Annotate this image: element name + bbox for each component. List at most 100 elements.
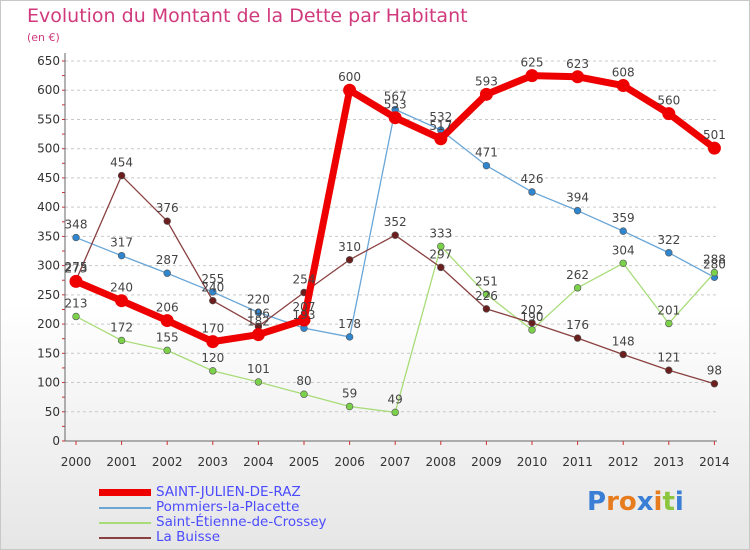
data-point-saint-julien-de-raz bbox=[662, 107, 676, 121]
data-label-pommiers-la-placette: 317 bbox=[110, 236, 133, 250]
x-tick-label: 2009 bbox=[471, 455, 502, 469]
data-label-saint-julien-de-raz: 273 bbox=[65, 261, 88, 275]
data-point-saint-tienne-de-crossey bbox=[665, 319, 673, 328]
data-point-saint-tienne-de-crossey bbox=[391, 408, 399, 417]
data-point-saint-julien-de-raz bbox=[206, 335, 220, 349]
data-point-pommiers-la-placette bbox=[254, 308, 263, 317]
data-point-la-buisse bbox=[163, 217, 171, 225]
x-tick-label: 2006 bbox=[334, 455, 365, 469]
x-tick-label: 2007 bbox=[380, 455, 411, 469]
legend-swatch bbox=[99, 537, 151, 539]
data-label-saint-tienne-de-crossey: 172 bbox=[110, 320, 133, 334]
data-point-pommiers-la-placette bbox=[528, 188, 536, 196]
data-point-la-buisse bbox=[710, 380, 719, 388]
logo-letter: x bbox=[636, 487, 654, 517]
data-point-pommiers-la-placette bbox=[665, 249, 673, 257]
x-tick-label: 2004 bbox=[243, 455, 274, 469]
y-tick-label: 400 bbox=[37, 200, 60, 214]
data-label-pommiers-la-placette: 348 bbox=[65, 218, 88, 232]
x-tick-label: 2012 bbox=[608, 455, 639, 469]
data-label-saint-tienne-de-crossey: 213 bbox=[65, 296, 88, 310]
data-point-pommiers-la-placette bbox=[117, 251, 126, 260]
data-label-la-buisse: 240 bbox=[201, 281, 224, 295]
data-label-saint-tienne-de-crossey: 101 bbox=[247, 362, 270, 376]
data-point-pommiers-la-placette bbox=[345, 333, 354, 341]
data-label-pommiers-la-placette: 394 bbox=[566, 191, 589, 205]
data-point-pommiers-la-placette bbox=[573, 206, 582, 215]
data-label-la-buisse: 376 bbox=[156, 201, 179, 215]
data-point-saint-julien-de-raz bbox=[297, 313, 311, 327]
data-point-saint-tienne-de-crossey bbox=[345, 402, 354, 411]
data-point-saint-tienne-de-crossey bbox=[437, 242, 445, 251]
data-point-la-buisse bbox=[209, 296, 217, 305]
data-label-la-buisse: 254 bbox=[293, 273, 316, 287]
legend-label: La Buisse bbox=[156, 529, 221, 545]
y-tick-label: 550 bbox=[37, 112, 60, 126]
data-point-pommiers-la-placette bbox=[163, 269, 171, 277]
legend-label: SAINT-JULIEN-DE-RAZ bbox=[156, 484, 301, 500]
data-point-saint-julien-de-raz bbox=[616, 79, 630, 93]
y-tick-label: 200 bbox=[37, 317, 60, 331]
data-point-saint-tienne-de-crossey bbox=[619, 259, 627, 267]
data-point-saint-julien-de-raz bbox=[69, 274, 83, 288]
y-tick-label: 450 bbox=[37, 171, 60, 185]
x-tick-label: 2010 bbox=[517, 455, 548, 469]
data-label-la-buisse: 454 bbox=[110, 156, 133, 170]
chart-title: Evolution du Montant de la Dette par Hab… bbox=[27, 5, 468, 27]
data-label-la-buisse: 202 bbox=[521, 303, 544, 317]
x-tick-label: 2008 bbox=[426, 455, 457, 469]
data-label-saint-julien-de-raz: 240 bbox=[110, 281, 133, 295]
data-point-pommiers-la-placette bbox=[72, 233, 80, 242]
data-label-saint-julien-de-raz: 600 bbox=[338, 70, 361, 84]
data-label-la-buisse: 176 bbox=[566, 318, 589, 332]
proxiti-logo: Proxiti bbox=[587, 487, 684, 517]
data-label-la-buisse: 196 bbox=[247, 306, 270, 320]
y-tick-label: 50 bbox=[45, 405, 60, 419]
data-label-pommiers-la-placette: 193 bbox=[293, 308, 316, 322]
data-point-saint-julien-de-raz bbox=[160, 314, 174, 328]
data-label-saint-julien-de-raz: 623 bbox=[566, 57, 589, 71]
x-tick-label: 2003 bbox=[198, 455, 229, 469]
data-point-saint-tienne-de-crossey bbox=[710, 268, 719, 277]
data-label-saint-julien-de-raz: 206 bbox=[156, 301, 179, 315]
data-point-la-buisse bbox=[665, 366, 673, 374]
data-label-la-buisse: 310 bbox=[338, 240, 361, 254]
data-label-la-buisse: 297 bbox=[429, 247, 452, 261]
data-point-la-buisse bbox=[391, 231, 399, 239]
data-label-saint-tienne-de-crossey: 190 bbox=[521, 310, 544, 324]
data-label-saint-julien-de-raz: 553 bbox=[384, 98, 407, 112]
data-point-saint-tienne-de-crossey bbox=[163, 346, 171, 355]
data-label-saint-julien-de-raz: 170 bbox=[201, 322, 224, 336]
legend-swatch bbox=[99, 522, 151, 524]
data-point-saint-julien-de-raz bbox=[343, 83, 357, 97]
data-point-saint-tienne-de-crossey bbox=[209, 367, 217, 375]
logo-letter: t bbox=[662, 487, 675, 517]
data-label-pommiers-la-placette: 359 bbox=[612, 211, 635, 225]
data-point-saint-julien-de-raz bbox=[571, 70, 585, 84]
x-tick-label: 2000 bbox=[61, 455, 92, 469]
data-label-la-buisse: 98 bbox=[707, 364, 722, 378]
data-point-saint-julien-de-raz bbox=[388, 111, 402, 125]
data-label-pommiers-la-placette: 426 bbox=[521, 172, 544, 186]
data-point-saint-tienne-de-crossey bbox=[254, 378, 263, 386]
data-label-saint-julien-de-raz: 593 bbox=[475, 74, 498, 88]
data-point-la-buisse bbox=[117, 171, 126, 180]
data-label-saint-julien-de-raz: 560 bbox=[657, 94, 680, 108]
y-tick-label: 500 bbox=[37, 142, 60, 156]
x-tick-label: 2013 bbox=[654, 455, 685, 469]
data-label-saint-tienne-de-crossey: 262 bbox=[566, 268, 589, 282]
data-label-la-buisse: 226 bbox=[475, 289, 498, 303]
data-label-saint-tienne-de-crossey: 288 bbox=[703, 253, 726, 267]
data-label-saint-tienne-de-crossey: 333 bbox=[429, 226, 452, 240]
data-label-saint-tienne-de-crossey: 304 bbox=[612, 243, 635, 257]
data-point-saint-julien-de-raz bbox=[525, 69, 539, 83]
data-point-pommiers-la-placette bbox=[482, 161, 491, 170]
data-label-saint-julien-de-raz: 608 bbox=[612, 66, 635, 80]
x-tick-label: 2001 bbox=[106, 455, 137, 469]
data-point-saint-tienne-de-crossey bbox=[117, 336, 126, 345]
legend-label: Pommiers-la-Placette bbox=[156, 499, 300, 515]
logo-letter: i bbox=[653, 487, 663, 517]
data-label-la-buisse: 148 bbox=[612, 334, 635, 348]
data-point-saint-tienne-de-crossey bbox=[300, 390, 308, 398]
data-label-pommiers-la-placette: 255 bbox=[201, 272, 224, 286]
